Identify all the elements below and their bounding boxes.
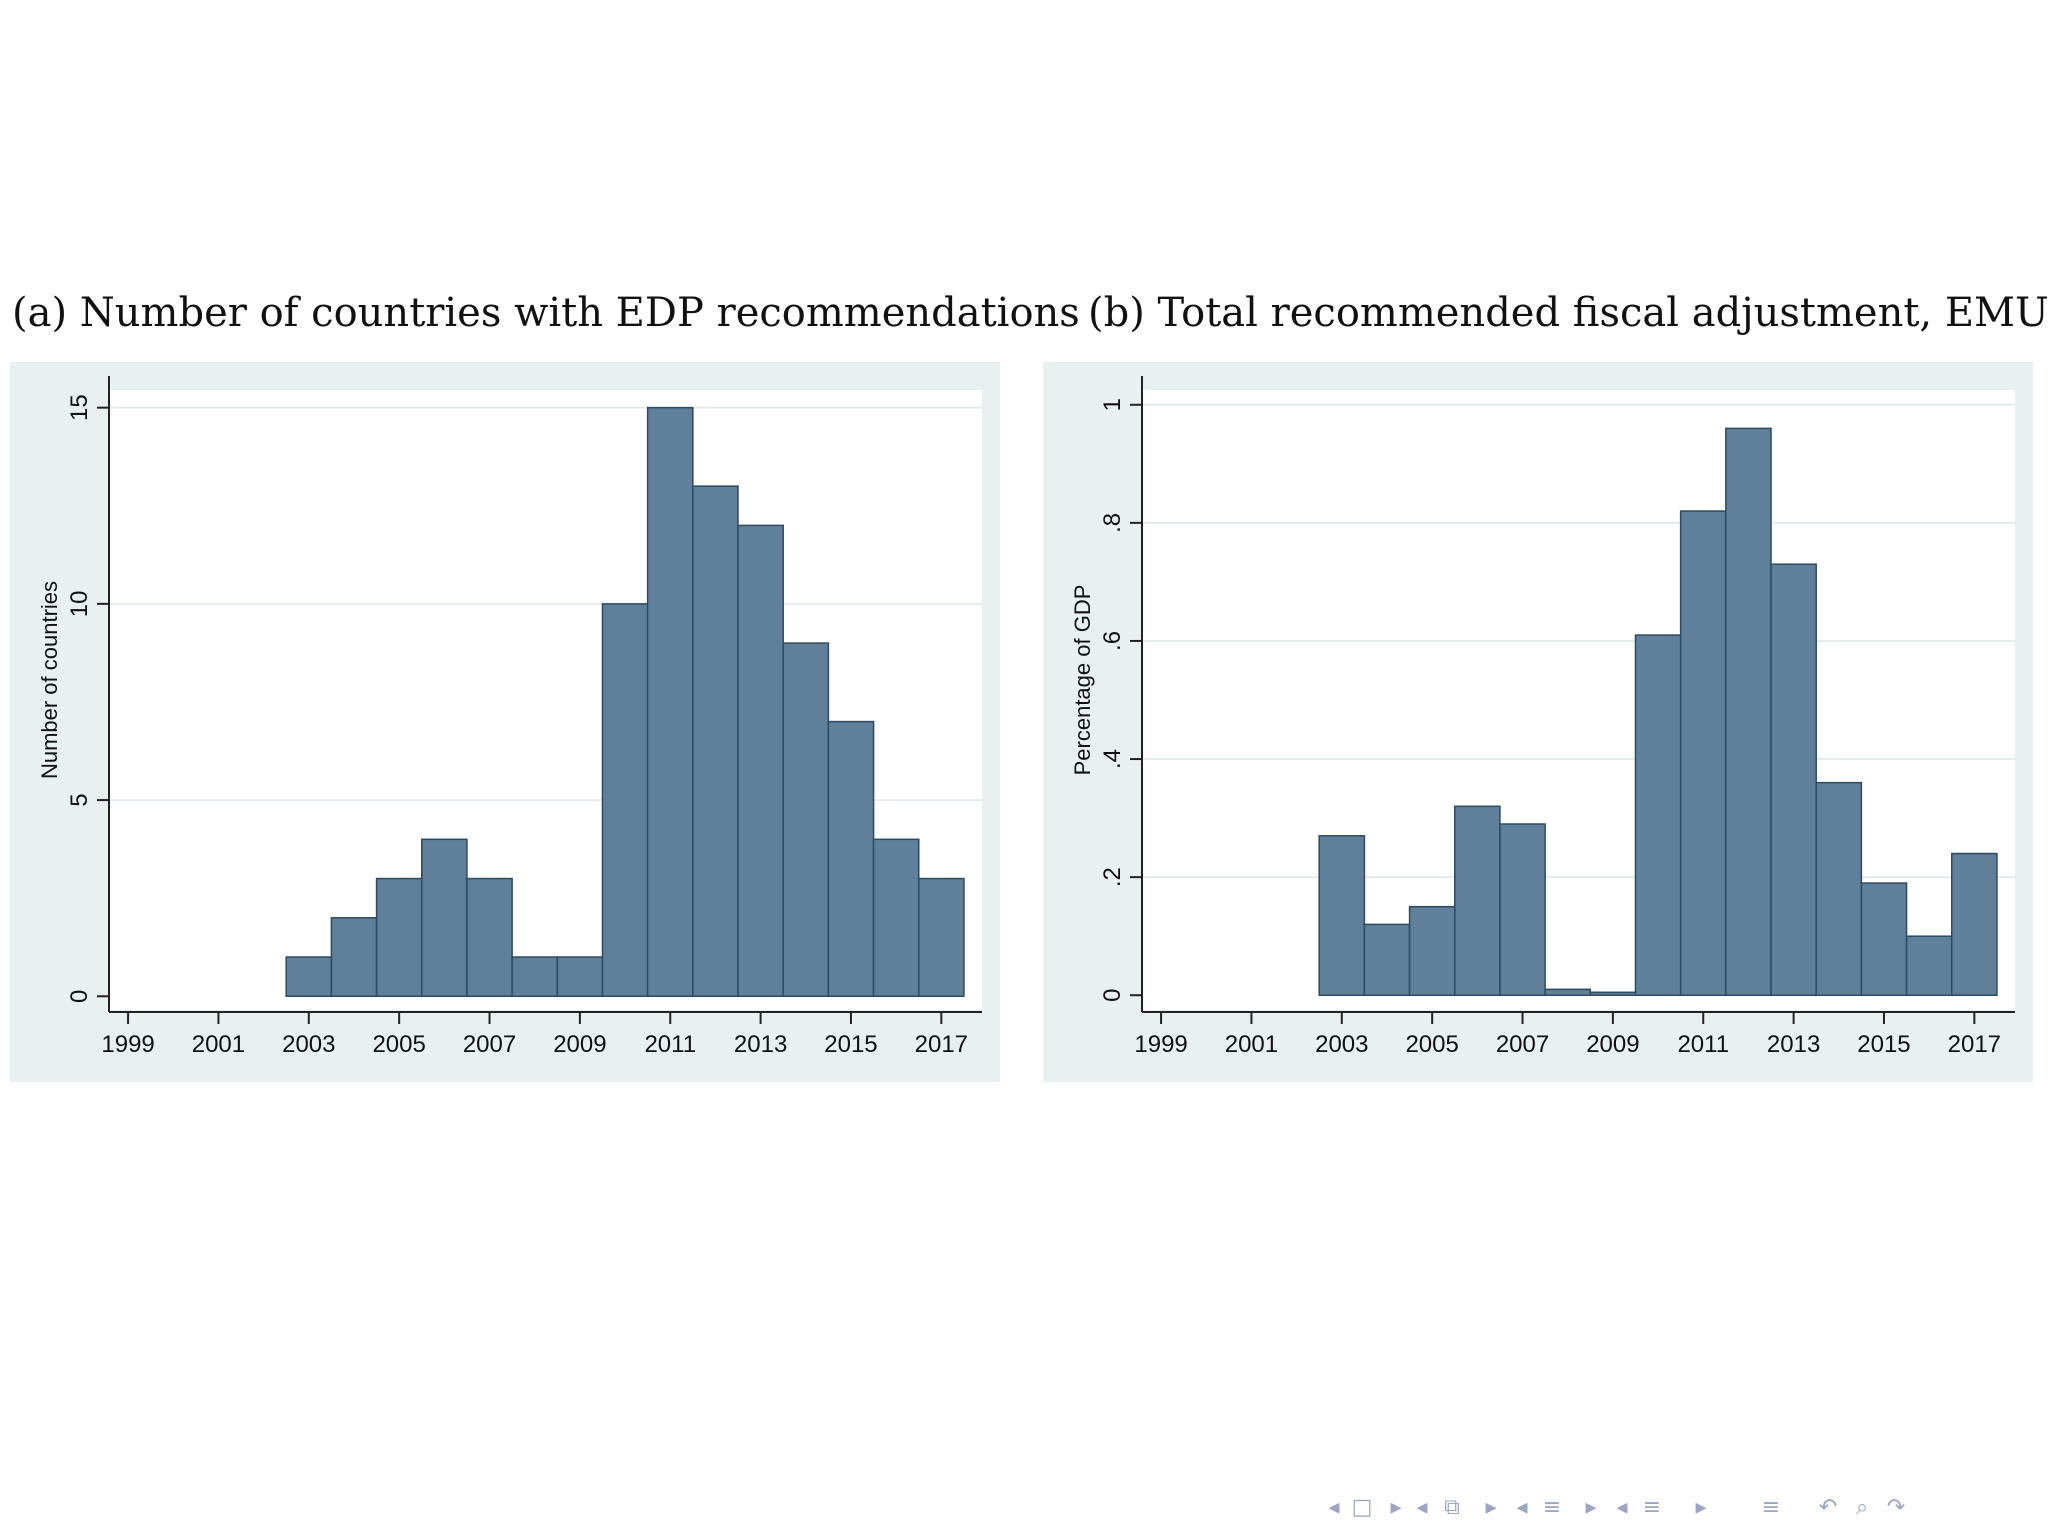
x-tick-label: 2009 xyxy=(553,1031,606,1058)
bar-2011 xyxy=(646,406,694,998)
bar-2004 xyxy=(1363,923,1411,996)
x-tick-label: 2011 xyxy=(644,1031,696,1058)
bar-2009 xyxy=(1589,991,1637,996)
beamer-navigation: ◂ □ ▸ ◂ ⧉ ▸ ◂ ≡ ▸ ◂ ≡ ▸ ≡ ↶ ⌕ ↷ xyxy=(1325,1494,1913,1522)
bar-2009 xyxy=(556,956,604,998)
y-tick-label: 1 xyxy=(1099,398,1126,411)
x-tick-label: 2007 xyxy=(1496,1031,1549,1058)
nav-prev-subsection-icon[interactable]: ◂ xyxy=(1416,1495,1428,1520)
section-icon[interactable]: ≡ xyxy=(1542,1495,1562,1520)
y-tick-label: .2 xyxy=(1099,867,1126,887)
x-tick-label: 2009 xyxy=(1586,1031,1639,1058)
bar-2008 xyxy=(511,956,559,998)
x-tick-label: 1999 xyxy=(1134,1031,1187,1058)
bar-2012 xyxy=(1725,427,1772,996)
x-tick-label: 2005 xyxy=(372,1031,425,1058)
bar-2006 xyxy=(1454,805,1501,996)
x-tick-label: 2015 xyxy=(1857,1031,1910,1058)
undo-icon[interactable]: ↶ xyxy=(1818,1495,1838,1520)
redo-icon[interactable]: ↷ xyxy=(1886,1495,1906,1520)
x-tick-label: 2013 xyxy=(734,1031,787,1058)
search-icon[interactable]: ⌕ xyxy=(1855,1495,1869,1520)
x-tick-label: 2007 xyxy=(463,1031,516,1058)
subsection-icon[interactable]: ⧉ xyxy=(1444,1495,1460,1520)
bar-2014 xyxy=(782,642,830,998)
bar-2017 xyxy=(1950,852,1998,996)
chart-b: 0 .2 .4 .6 .8 1 1999 2001 2003 2005 2007 2009 2011 20… xyxy=(1043,362,2033,1082)
chart-a-title: (a) Number of countries with EDP recomme… xyxy=(12,290,1080,336)
bar-2003 xyxy=(1318,835,1366,996)
nav-prev-frame-icon[interactable]: ◂ xyxy=(1328,1495,1340,1520)
bar-2017 xyxy=(917,877,965,998)
y-tick-label: .6 xyxy=(1099,631,1126,651)
nav-next-list-icon[interactable]: ▸ xyxy=(1695,1495,1707,1520)
bar-2011 xyxy=(1679,510,1727,996)
bar-2015 xyxy=(1860,882,1908,996)
y-tick-label: 15 xyxy=(66,394,93,421)
bar-2004 xyxy=(330,917,378,998)
bar-2007 xyxy=(1499,823,1546,996)
x-tick-label: 2013 xyxy=(1767,1031,1820,1058)
x-tick-label: 2003 xyxy=(282,1031,335,1058)
bar-2005 xyxy=(375,877,423,998)
y-axis-title: Percentage of GDP xyxy=(1070,585,1095,776)
y-axis-title: Number of countries xyxy=(37,581,62,779)
bar-2010 xyxy=(601,603,649,998)
nav-next-frame-icon[interactable]: ▸ xyxy=(1390,1495,1402,1520)
x-tick-label: 2001 xyxy=(192,1031,245,1058)
bar-2007 xyxy=(466,877,513,998)
y-tick-label: .8 xyxy=(1099,513,1126,533)
nav-prev-list-icon[interactable]: ◂ xyxy=(1616,1495,1628,1520)
bar-2014 xyxy=(1815,781,1863,996)
x-tick-label: 1999 xyxy=(101,1031,154,1058)
x-tick-label: 2005 xyxy=(1405,1031,1458,1058)
bar-2012 xyxy=(692,485,739,998)
y-tick-label: 0 xyxy=(1099,989,1126,1002)
bar-2015 xyxy=(827,720,875,998)
y-tick-label: 5 xyxy=(66,793,93,806)
bar-2016 xyxy=(872,838,920,998)
menu-icon[interactable]: ≡ xyxy=(1761,1495,1781,1520)
bar-2003 xyxy=(285,956,333,998)
nav-prev-section-icon[interactable]: ◂ xyxy=(1516,1495,1528,1520)
bar-2010 xyxy=(1634,634,1682,996)
bar-2013 xyxy=(737,524,784,998)
nav-next-subsection-icon[interactable]: ▸ xyxy=(1485,1495,1497,1520)
x-tick-label: 2017 xyxy=(915,1031,968,1058)
bar-2016 xyxy=(1905,935,1953,996)
bar-2005 xyxy=(1408,905,1456,996)
frame-icon[interactable]: □ xyxy=(1351,1495,1373,1520)
chart-a: 0 5 10 15 1999 2001 2003 2005 2007 2009 2011 2013 20… xyxy=(10,362,1000,1082)
y-tick-label: 0 xyxy=(66,990,93,1003)
bar-2006 xyxy=(421,838,468,998)
y-tick-label: .4 xyxy=(1099,749,1126,769)
x-tick-label: 2001 xyxy=(1225,1031,1278,1058)
nav-next-section-icon[interactable]: ▸ xyxy=(1585,1495,1597,1520)
list-icon[interactable]: ≡ xyxy=(1642,1495,1662,1520)
x-tick-label: 2017 xyxy=(1948,1031,2001,1058)
x-tick-label: 2015 xyxy=(824,1031,877,1058)
y-tick-label: 10 xyxy=(66,591,93,618)
bar-2013 xyxy=(1770,563,1817,996)
x-tick-label: 2003 xyxy=(1315,1031,1368,1058)
bar-2008 xyxy=(1544,988,1592,996)
chart-b-title: (b) Total recommended fiscal adjustment,… xyxy=(1088,290,2048,336)
x-tick-label: 2011 xyxy=(1677,1031,1729,1058)
